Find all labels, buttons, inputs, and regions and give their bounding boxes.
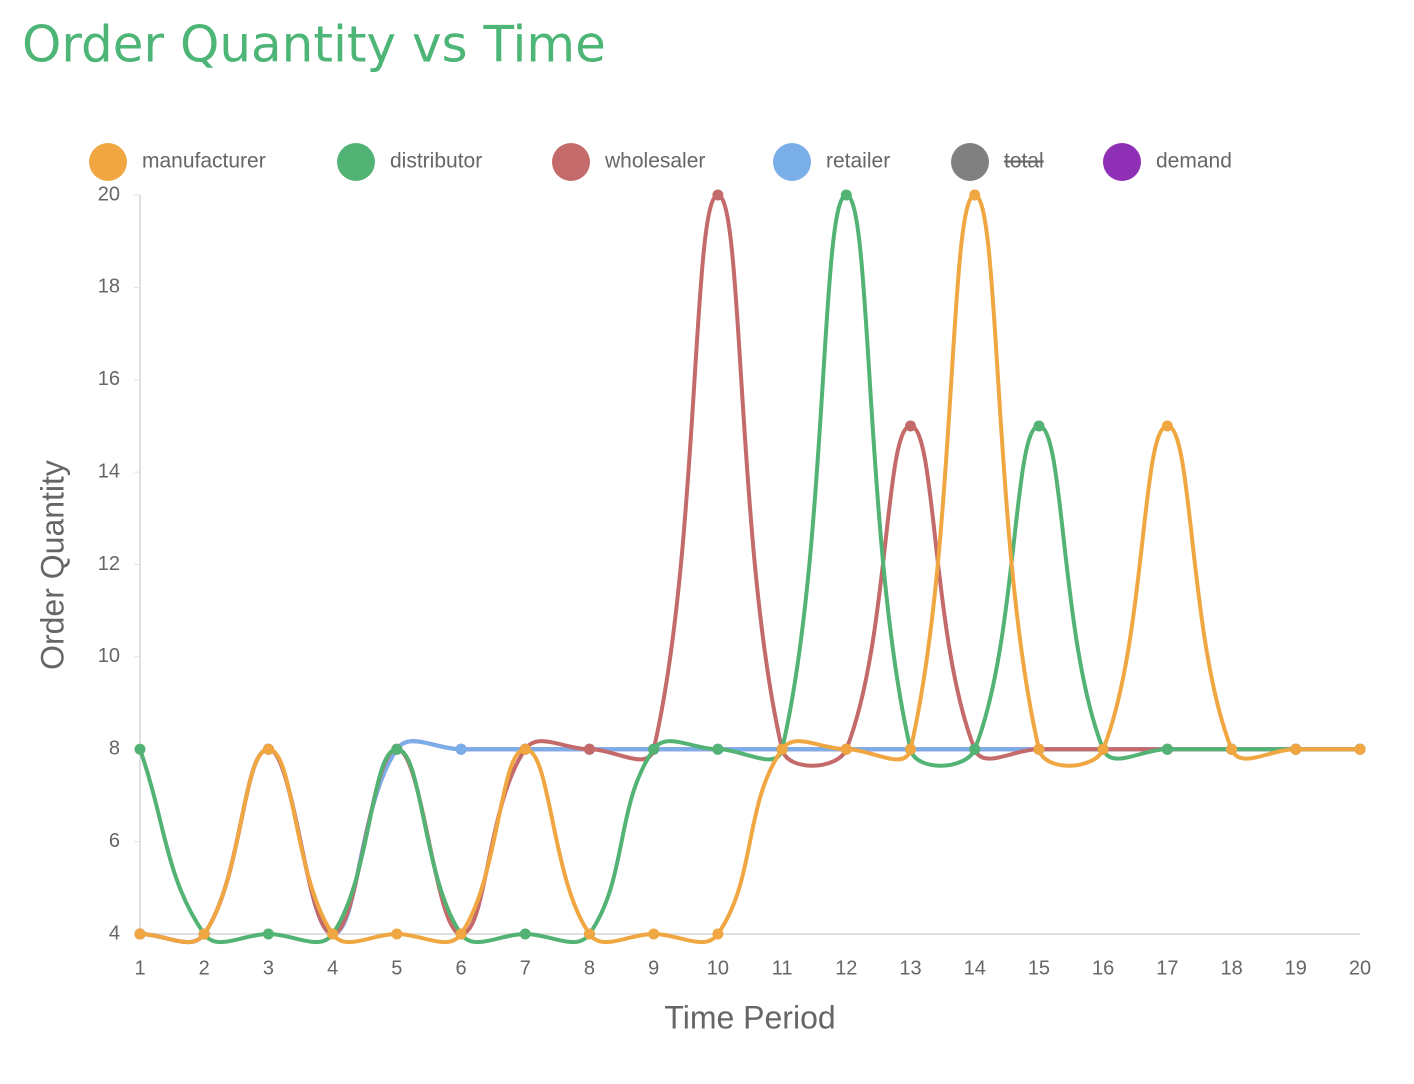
data-point [1033, 420, 1045, 432]
data-point [1033, 743, 1045, 755]
x-tick-label: 12 [835, 957, 857, 979]
data-point [1290, 743, 1302, 755]
data-point [519, 743, 531, 755]
data-point [969, 743, 981, 755]
x-tick-label: 10 [707, 957, 729, 979]
data-point [648, 928, 660, 940]
data-point [455, 743, 467, 755]
data-point [712, 928, 724, 940]
data-point [1097, 743, 1109, 755]
data-point [840, 743, 852, 755]
y-tick-label: 12 [98, 553, 120, 575]
data-point [905, 420, 917, 432]
x-tick-label: 7 [520, 957, 531, 979]
series-line [138, 192, 1360, 945]
data-point [712, 189, 724, 201]
data-point [519, 928, 531, 940]
legend-swatch [951, 143, 989, 181]
y-axis-label: Order Quantity [34, 460, 70, 670]
y-tick-label: 16 [98, 368, 120, 390]
data-point [1354, 743, 1366, 755]
legend-swatch [773, 143, 811, 181]
series-line [139, 192, 1360, 945]
data-point [198, 928, 210, 940]
series-line [139, 192, 1360, 945]
data-point [134, 928, 146, 940]
y-tick-label: 10 [98, 645, 120, 667]
legend-label: retailer [826, 150, 890, 173]
data-point [1226, 743, 1238, 755]
data-point [648, 743, 660, 755]
legend-swatch [89, 143, 127, 181]
x-tick-label: 20 [1349, 957, 1371, 979]
data-point [134, 743, 146, 755]
x-tick-label: 11 [772, 957, 793, 979]
legend-label: total [1004, 150, 1044, 173]
x-tick-label: 1 [134, 957, 145, 979]
data-point [1161, 420, 1173, 432]
x-tick-label: 16 [1092, 957, 1114, 979]
y-tick-label: 14 [98, 460, 120, 482]
y-tick-label: 6 [109, 830, 120, 852]
legend-label: distributor [390, 150, 482, 173]
data-point [969, 189, 981, 201]
data-point [776, 743, 788, 755]
data-point [840, 189, 852, 201]
legend-label: manufacturer [142, 150, 266, 173]
y-tick-label: 4 [109, 922, 120, 944]
y-tick-label: 8 [109, 738, 120, 760]
legend-swatch [552, 143, 590, 181]
data-point [262, 928, 274, 940]
x-tick-label: 9 [648, 957, 659, 979]
chart-title: Order Quantity vs Time [22, 16, 606, 74]
y-tick-label: 20 [98, 183, 120, 205]
data-point [262, 743, 274, 755]
x-tick-label: 8 [584, 957, 595, 979]
data-point [455, 928, 467, 940]
x-tick-label: 15 [1028, 957, 1050, 979]
data-point [327, 928, 339, 940]
data-point [583, 743, 595, 755]
x-tick-label: 4 [327, 957, 338, 979]
y-tick-label: 18 [98, 276, 120, 298]
legend-swatch [337, 143, 375, 181]
x-tick-label: 18 [1220, 957, 1242, 979]
data-point [1161, 743, 1173, 755]
x-tick-label: 14 [964, 957, 986, 979]
x-tick-label: 6 [455, 957, 466, 979]
data-point [391, 743, 403, 755]
legend-label: wholesaler [604, 150, 705, 173]
x-tick-label: 13 [899, 957, 921, 979]
legend-swatch [1103, 143, 1141, 181]
x-tick-label: 2 [199, 957, 210, 979]
data-point [712, 743, 724, 755]
data-point [583, 928, 595, 940]
x-tick-label: 3 [263, 957, 274, 979]
x-tick-label: 19 [1285, 957, 1307, 979]
x-axis-label: Time Period [664, 999, 835, 1035]
data-point [391, 928, 403, 940]
data-point [905, 743, 917, 755]
legend-label: demand [1156, 150, 1232, 173]
x-tick-label: 5 [391, 957, 402, 979]
x-tick-label: 17 [1156, 957, 1178, 979]
